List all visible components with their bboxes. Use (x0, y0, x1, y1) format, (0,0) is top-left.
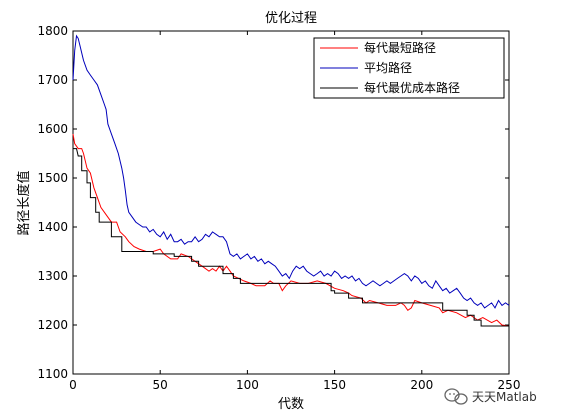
legend-label-average: 平均路径 (364, 60, 412, 75)
x-axis-ticks: 0 50 100 150 200 250 (69, 31, 520, 392)
y-axis-title: 路径长度值 (16, 170, 32, 235)
y-tick-label: 1800 (37, 24, 68, 38)
series-line-best-cost (73, 148, 509, 327)
y-tick-label: 1500 (37, 171, 68, 185)
y-tick-label: 1700 (37, 73, 68, 87)
series-lines (72, 34, 510, 327)
y-axis-ticks: 1100 1200 1300 1400 1500 1600 1700 1800 (37, 24, 509, 381)
watermark: 天天Matlab (444, 388, 537, 405)
series-line-shortest (72, 133, 510, 327)
x-tick-label: 100 (236, 378, 259, 392)
wechat-bubble-icon (444, 388, 468, 405)
y-tick-label: 1100 (37, 367, 68, 381)
legend-label-shortest: 每代最短路径 (364, 40, 436, 55)
x-axis-title: 代数 (278, 397, 304, 412)
y-tick-label: 1600 (37, 122, 68, 136)
series-line-average (72, 34, 510, 309)
x-tick-label: 0 (69, 378, 77, 392)
x-tick-label: 50 (153, 378, 168, 392)
x-tick-label: 150 (323, 378, 346, 392)
y-tick-label: 1300 (37, 269, 68, 283)
y-tick-label: 1400 (37, 220, 68, 234)
x-tick-label: 200 (410, 378, 433, 392)
legend-label-best-cost: 每代最优成本路径 (364, 80, 460, 95)
chart-title: 优化过程 (265, 11, 317, 26)
legend: 每代最短路径 平均路径 每代最优成本路径 (313, 37, 505, 99)
y-tick-label: 1200 (37, 318, 68, 332)
x-tick-label: 250 (498, 378, 521, 392)
watermark-text: 天天Matlab (472, 390, 537, 404)
